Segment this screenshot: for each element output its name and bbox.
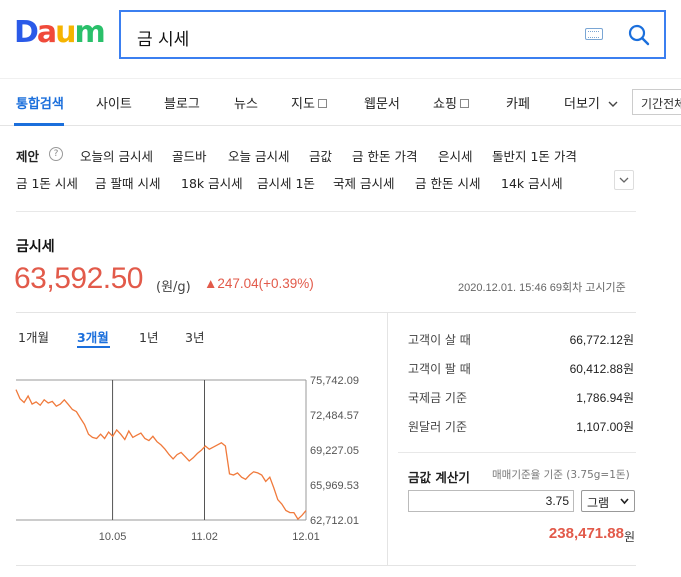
period-tab-1y[interactable]: 1년: [139, 330, 159, 345]
logo-letter: u: [55, 15, 76, 50]
tab-web-docs[interactable]: 웹문서: [364, 97, 400, 112]
search-tabs: 통합검색 사이트 블로그 뉴스 지도 웹문서 쇼핑 카페 더보기 기간전체: [0, 78, 681, 126]
rate-label: 국제금 기준: [408, 391, 468, 405]
rate-row: 국제금 기준 1,786.94원: [408, 389, 636, 409]
help-icon[interactable]: ?: [49, 147, 63, 161]
header: Daum 금 시세: [0, 0, 681, 78]
chevron-down-icon: [620, 498, 629, 505]
suggestion-link[interactable]: 금값: [309, 149, 333, 164]
rate-value: 60,412.88원: [569, 362, 634, 376]
daum-logo[interactable]: Daum: [14, 15, 106, 50]
weight-input[interactable]: 3.75: [408, 490, 574, 512]
external-box-icon: [317, 99, 327, 108]
period-tab-3y[interactable]: 3년: [185, 330, 205, 345]
suggestion-link[interactable]: 금 한돈 가격: [352, 149, 418, 164]
suggestion-link[interactable]: 오늘의 금시세: [80, 149, 153, 164]
rate-row: 고객이 팔 때 60,412.88원: [408, 360, 636, 380]
suggestion-label: 제안: [16, 149, 40, 164]
suggestion-link[interactable]: 금 팔때 시세: [95, 176, 161, 191]
rate-label: 고객이 팔 때: [408, 362, 471, 376]
period-filter[interactable]: 기간전체: [632, 89, 681, 115]
tab-news[interactable]: 뉴스: [234, 97, 258, 112]
suggestion-link[interactable]: 18k 금시세: [181, 176, 243, 191]
rate-value: 1,786.94원: [576, 391, 634, 405]
tab-shopping-label: 쇼핑: [433, 97, 457, 112]
rate-row: 고객이 살 때 66,772.12원: [408, 331, 636, 351]
logo-letter: D: [14, 15, 39, 50]
x-tick-label: 10.05: [99, 531, 127, 543]
unit-select-value: 그램: [587, 496, 610, 510]
rate-value: 66,772.12원: [569, 333, 634, 347]
price-change: ▲247.04(+0.39%): [204, 276, 314, 291]
calculator-title: 금값 계산기: [408, 470, 470, 485]
active-period-indicator: [77, 346, 110, 348]
expand-suggestions-button[interactable]: [614, 170, 634, 190]
period-tab-3m[interactable]: 3개월: [77, 330, 109, 345]
divider: [16, 211, 636, 212]
suggestion-link[interactable]: 은시세: [438, 149, 473, 164]
tab-shopping[interactable]: 쇼핑: [433, 93, 469, 112]
logo-letter: m: [74, 15, 106, 50]
y-tick-label: 62,712.01: [310, 515, 359, 527]
external-box-icon: [459, 99, 469, 108]
price-line: [15, 389, 307, 521]
price-chart-svg: 10.05 11.02 12.01 75,742.09 72,484.57 69,227.…: [15, 375, 359, 543]
suggestion-link[interactable]: 돌반지 1돈 가격: [492, 149, 577, 164]
calculator-result: 238,471.88: [548, 525, 624, 542]
tab-integrated[interactable]: 통합검색: [16, 97, 64, 112]
suggestion-link[interactable]: 금 1돈 시세: [16, 176, 78, 191]
rate-label: 고객이 살 때: [408, 333, 471, 347]
price-unit: (원/g): [156, 280, 191, 295]
suggestion-link[interactable]: 국제 금시세: [333, 176, 395, 191]
y-tick-label: 65,969.53: [310, 480, 359, 492]
quote-timestamp: 2020.12.01. 15:46 69회차 고시기준: [458, 282, 626, 294]
suggestion-link[interactable]: 오늘 금시세: [228, 149, 290, 164]
divider: [16, 312, 636, 313]
tab-cafe[interactable]: 카페: [506, 97, 530, 112]
rate-label: 원달러 기준: [408, 420, 468, 434]
quote-title[interactable]: 금시세: [16, 239, 55, 255]
rate-value: 1,107.00원: [576, 420, 634, 434]
y-tick-label: 69,227.05: [310, 445, 359, 457]
suggestion-link[interactable]: 14k 금시세: [501, 176, 563, 191]
x-tick-label: 12.01: [292, 531, 320, 543]
suggestion-link[interactable]: 금 한돈 시세: [415, 176, 481, 191]
search-box[interactable]: 금 시세: [119, 10, 666, 59]
tab-site[interactable]: 사이트: [96, 97, 132, 112]
chevron-down-icon: [608, 101, 618, 107]
divider: [398, 452, 636, 453]
tab-blog[interactable]: 블로그: [164, 97, 200, 112]
chevron-down-icon: [619, 177, 629, 183]
calculator-note: 매매기준율 기준 (3.75g=1돈): [492, 469, 630, 481]
suggestion-link[interactable]: 금시세 1돈: [257, 176, 315, 191]
y-tick-label: 75,742.09: [310, 375, 359, 387]
panel-separator: [387, 313, 388, 565]
tab-map-label: 지도: [291, 97, 315, 112]
unit-select[interactable]: 그램: [581, 490, 635, 512]
logo-letter: a: [36, 15, 57, 50]
tab-more-label: 더보기: [564, 97, 600, 112]
tab-map[interactable]: 지도: [291, 93, 327, 112]
calculator-result-unit: 원: [624, 530, 636, 544]
search-input[interactable]: 금 시세: [137, 30, 190, 50]
tab-more[interactable]: 더보기: [564, 93, 618, 112]
suggestion-link[interactable]: 골드바: [172, 149, 207, 164]
period-tab-1m[interactable]: 1개월: [18, 330, 49, 345]
x-tick-label: 11.02: [191, 531, 218, 543]
divider: [16, 565, 636, 566]
active-tab-indicator: [14, 123, 64, 126]
keyboard-icon[interactable]: [585, 28, 603, 40]
price-chart: 10.05 11.02 12.01 75,742.09 72,484.57 69,227.…: [0, 362, 387, 552]
y-tick-label: 72,484.57: [310, 410, 359, 422]
search-button[interactable]: [625, 21, 653, 49]
search-icon: [628, 24, 650, 46]
rate-row: 원달러 기준 1,107.00원: [408, 418, 636, 438]
current-price: 63,592.50: [14, 262, 143, 295]
